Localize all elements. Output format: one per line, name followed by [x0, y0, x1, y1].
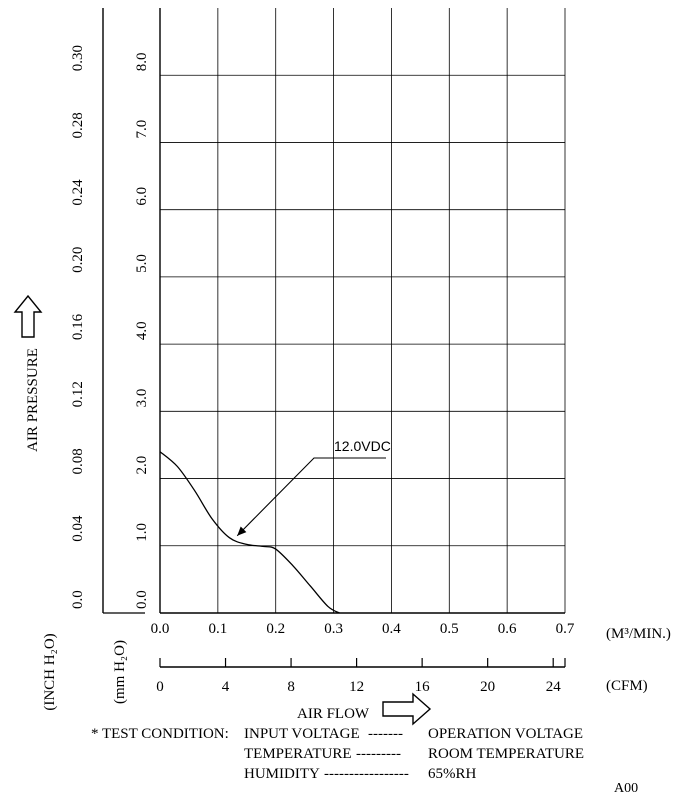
y-tick-label-inchh2o: 0.0	[70, 590, 86, 609]
series-line-12vdc	[159, 451, 340, 614]
tick-labels: 0 4 8 12 16 20 24 0.0 0.1 0.2 0.3 0.4 0.5 0.6 0.7 0.0 1.…	[70, 45, 575, 695]
y-tick-label-inchh2o: 0.04	[70, 515, 86, 542]
x-unit-metric: (M³/MIN.)	[606, 626, 671, 642]
x-tick-label: 0.2	[266, 621, 285, 637]
y-tick-label-inchh2o: 0.16	[70, 313, 86, 340]
condition-input-voltage-dashes: -------	[368, 726, 403, 742]
condition-humidity-value: 65%RH	[428, 766, 477, 782]
cfm-tick-label: 16	[415, 679, 431, 695]
condition-input-voltage-name: INPUT VOLTAGE	[244, 726, 360, 742]
y-tick-label-inchh2o: 0.12	[70, 381, 86, 407]
annotation-leader-line	[236, 457, 386, 537]
x-tick-label: 0.3	[324, 621, 343, 637]
curve-layer: 12.0VDC	[159, 438, 391, 614]
x-unit-imperial: (CFM)	[606, 678, 648, 694]
y-tick-label-inchh2o: 0.24	[70, 179, 86, 206]
x-tick-label: 0.4	[382, 621, 401, 637]
y-tick-label-mmh2o: 8.0	[134, 52, 150, 71]
cfm-tick-label: 12	[349, 679, 364, 695]
y-tick-label-inchh2o: 0.08	[70, 448, 86, 474]
cfm-tick-label: 24	[546, 679, 562, 695]
y-tick-label-mmh2o: 1.0	[134, 523, 150, 542]
y-unit-imperial: (INCH H₂O)	[42, 633, 58, 710]
y-tick-label-inchh2o: 0.20	[70, 247, 86, 273]
y-tick-label-inchh2o: 0.30	[70, 45, 86, 71]
test-condition-block: * TEST CONDITION: INPUT VOLTAGE ------- …	[91, 726, 584, 782]
y-tick-label-inchh2o: 0.28	[70, 112, 86, 138]
cfm-tick-label: 0	[156, 679, 164, 695]
condition-humidity-dashes: -----------------	[324, 766, 409, 782]
condition-temperature-dashes: ---------	[356, 746, 401, 762]
x-tick-label: 0.6	[498, 621, 517, 637]
x-tick-label: 0.0	[151, 621, 170, 637]
test-condition-prefix: * TEST CONDITION:	[91, 726, 229, 742]
cfm-tick-label: 8	[287, 679, 295, 695]
x-tick-label: 0.1	[208, 621, 227, 637]
axes	[102, 8, 566, 668]
condition-temperature-name: TEMPERATURE	[244, 746, 352, 762]
y-unit-metric: (mm H₂O)	[112, 640, 128, 704]
condition-humidity-name: HUMIDITY	[244, 766, 320, 782]
annotation-arrowhead	[237, 526, 247, 536]
up-arrow-icon	[13, 294, 43, 338]
x-tick-label: 0.7	[556, 621, 575, 637]
x-tick-label: 0.5	[440, 621, 459, 637]
y-tick-label-mmh2o: 0.0	[134, 590, 150, 609]
y-tick-label-mmh2o: 2.0	[134, 456, 150, 475]
y-tick-label-mmh2o: 3.0	[134, 389, 150, 408]
y-tick-label-mmh2o: 7.0	[134, 120, 150, 139]
annotation-label: 12.0VDC	[334, 438, 391, 454]
y-tick-label-mmh2o: 6.0	[134, 187, 150, 206]
x-axis-title: AIR FLOW	[297, 706, 370, 722]
plot-grid	[160, 8, 566, 613]
right-arrow-icon	[382, 692, 432, 726]
condition-input-voltage-value: OPERATION VOLTAGE	[428, 726, 583, 742]
condition-temperature-value: ROOM TEMPERATURE	[428, 746, 584, 762]
y-axis-title: AIR PRESSURE	[25, 348, 41, 452]
drawing-code: A00	[614, 781, 638, 795]
y-tick-label-mmh2o: 5.0	[134, 254, 150, 273]
cfm-tick-label: 20	[480, 679, 495, 695]
cfm-tick-label: 4	[222, 679, 230, 695]
y-tick-label-mmh2o: 4.0	[134, 321, 150, 340]
